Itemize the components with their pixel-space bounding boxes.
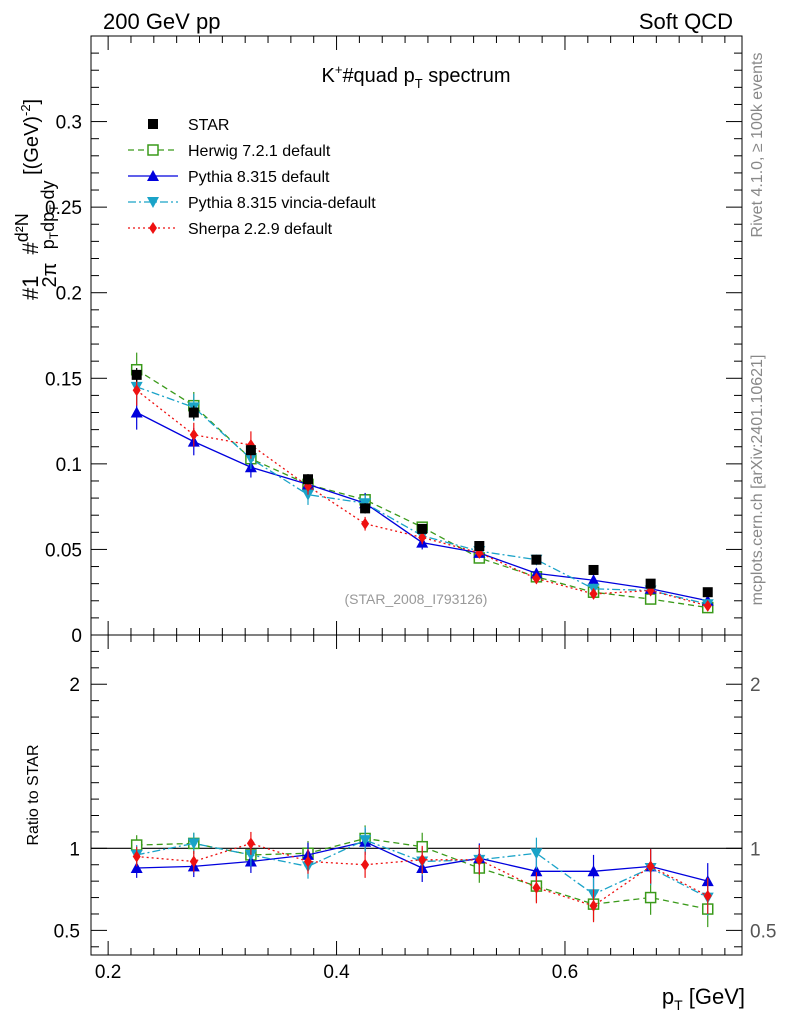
series-main-group xyxy=(130,352,714,614)
legend-marker-pythia-8-315-vincia-default xyxy=(147,197,159,208)
ratio-plot-frame xyxy=(90,634,743,956)
y-axis-label-main: #12π #d²NpTdpT dy [(GeV)-2] xyxy=(12,99,61,300)
y-tick-label: 0.2 xyxy=(56,284,82,305)
data-point-sherpa-2-2-9-default xyxy=(189,428,198,441)
ratio-point-sherpa-2-2-9-default xyxy=(132,850,141,863)
axes-group: 0.2 0.4 0.6 0 0.05 0.1 0.15 0.2 0.25 0.3 0.5 0.5 1 1 2… xyxy=(45,35,776,983)
y-tick-label: 0.15 xyxy=(45,369,82,390)
y-tick-label-ratio: 1 xyxy=(69,839,80,860)
ratio-point-sherpa-2-2-9-default xyxy=(361,858,370,871)
x-tick-label: 0.6 xyxy=(552,962,578,983)
ratio-point-pythia-8-315-default xyxy=(587,865,600,877)
x-tick-label: 0.4 xyxy=(323,962,350,983)
data-point-sherpa-2-2-9-default xyxy=(361,517,370,530)
header-right: Soft QCD xyxy=(639,9,733,34)
data-point-pythia-8-315-vincia-default xyxy=(302,489,314,501)
data-point-sherpa-2-2-9-default xyxy=(132,384,141,397)
side-mcplots-label: mcplots.cern.ch [arXiv:2401.10621] xyxy=(749,355,766,606)
legend-label-herwig-7-2-1-default: Herwig 7.2.1 default xyxy=(188,143,331,160)
ratio-point-herwig-7-2-1-default xyxy=(644,891,657,904)
legend-marker-herwig-7-2-1-default xyxy=(147,144,159,156)
data-point-sherpa-2-2-9-default xyxy=(589,587,598,600)
series-line-pythia-8-315-default xyxy=(136,411,708,602)
ratio-point-sherpa-2-2-9-default xyxy=(646,860,655,873)
svg-text:#12π #d²NpTdpT dy [(GeV)-2]: #12π #d²NpTdpT dy [(GeV)-2] xyxy=(12,99,61,300)
ratio-point-pythia-8-315-default xyxy=(530,865,543,877)
y-tick-label-ratio-right: 0.5 xyxy=(750,921,776,942)
ratio-point-sherpa-2-2-9-default xyxy=(304,855,312,868)
data-point-sherpa-2-2-9-default xyxy=(418,531,427,544)
ratio-point-sherpa-2-2-9-default xyxy=(189,855,198,868)
y-tick-label-ratio: 0.5 xyxy=(54,921,80,942)
ylabel-2pi: 2π xyxy=(39,263,61,288)
data-point-star xyxy=(474,541,485,552)
y-tick-label-ratio-right: 2 xyxy=(750,675,761,696)
series-line-pythia-8-315-vincia-default xyxy=(136,386,708,605)
y-tick-label: 0.3 xyxy=(56,113,82,134)
legend: STAR Herwig 7.2.1 default Pythia 8.315 def… xyxy=(128,117,376,238)
analysis-label: (STAR_2008_I793126) xyxy=(345,591,488,607)
legend-marker-pythia-8-315-default xyxy=(147,170,159,181)
data-point-sherpa-2-2-9-default xyxy=(703,599,712,612)
y-tick-label: 0.05 xyxy=(45,540,82,561)
ratio-point-pythia-8-315-vincia-default xyxy=(359,835,372,847)
y-tick-label-ratio-right: 1 xyxy=(750,839,761,860)
y-tick-label: 0.25 xyxy=(45,198,82,219)
y-tick-label: 0.1 xyxy=(56,455,82,476)
data-point-star xyxy=(645,578,656,589)
data-point-star xyxy=(702,587,713,598)
data-point-star xyxy=(417,523,428,534)
series-line-herwig-7-2-1-default xyxy=(136,369,708,609)
side-rivet-label: Rivet 4.1.0, ≥ 100k events xyxy=(749,53,766,238)
ratio-point-pythia-8-315-vincia-default xyxy=(187,838,200,850)
data-point-star xyxy=(188,407,199,418)
legend-label-pythia-8-315-vincia-default: Pythia 8.315 vincia-default xyxy=(188,195,376,212)
ratio-point-pythia-8-315-vincia-default xyxy=(530,848,543,860)
legend-marker-sherpa-2-2-9-default xyxy=(149,222,157,234)
legend-label-star: STAR xyxy=(188,117,229,134)
y-tick-label-ratio: 2 xyxy=(69,675,80,696)
ratio-point-sherpa-2-2-9-default xyxy=(475,853,484,866)
ratio-line-pythia-8-315-vincia-default xyxy=(136,839,709,899)
header-left: 200 GeV pp xyxy=(103,9,220,34)
ylabel-frac-1: 1 xyxy=(18,276,43,288)
data-point-star xyxy=(131,369,142,380)
data-point-pythia-8-315-default xyxy=(130,406,143,418)
ratio-point-pythia-8-315-vincia-default xyxy=(244,849,257,861)
ratio-point-pythia-8-315-default xyxy=(130,862,143,874)
y-axis-label-ratio: Ratio to STAR xyxy=(25,744,42,845)
data-point-star xyxy=(360,503,371,514)
ratio-point-sherpa-2-2-9-default xyxy=(532,881,541,894)
data-point-star xyxy=(303,474,313,485)
x-axis-label: pT [GeV] xyxy=(662,984,745,1013)
data-point-star xyxy=(588,564,599,575)
data-point-pythia-8-315-default xyxy=(587,574,600,586)
ratio-point-sherpa-2-2-9-default xyxy=(703,889,712,902)
data-point-sherpa-2-2-9-default xyxy=(532,572,541,585)
ratio-point-sherpa-2-2-9-default xyxy=(246,837,255,850)
data-point-pythia-8-315-vincia-default xyxy=(244,453,257,465)
plot-title: K+#quad pT spectrum xyxy=(322,62,511,91)
legend-label-pythia-8-315-default: Pythia 8.315 default xyxy=(188,169,330,186)
series-ratio-group xyxy=(130,825,714,928)
legend-label-sherpa-2-2-9-default: Sherpa 2.2.9 default xyxy=(188,221,333,238)
ratio-point-sherpa-2-2-9-default xyxy=(589,899,598,912)
ratio-point-sherpa-2-2-9-default xyxy=(418,853,427,866)
legend-marker-star xyxy=(148,119,158,129)
x-tick-label: 0.2 xyxy=(95,962,121,983)
ylabel-hash1: # xyxy=(18,287,43,300)
series-line-sherpa-2-2-9-default xyxy=(136,389,708,607)
data-point-star xyxy=(245,445,256,456)
y-tick-label: 0 xyxy=(71,626,82,647)
data-point-star xyxy=(531,554,542,565)
